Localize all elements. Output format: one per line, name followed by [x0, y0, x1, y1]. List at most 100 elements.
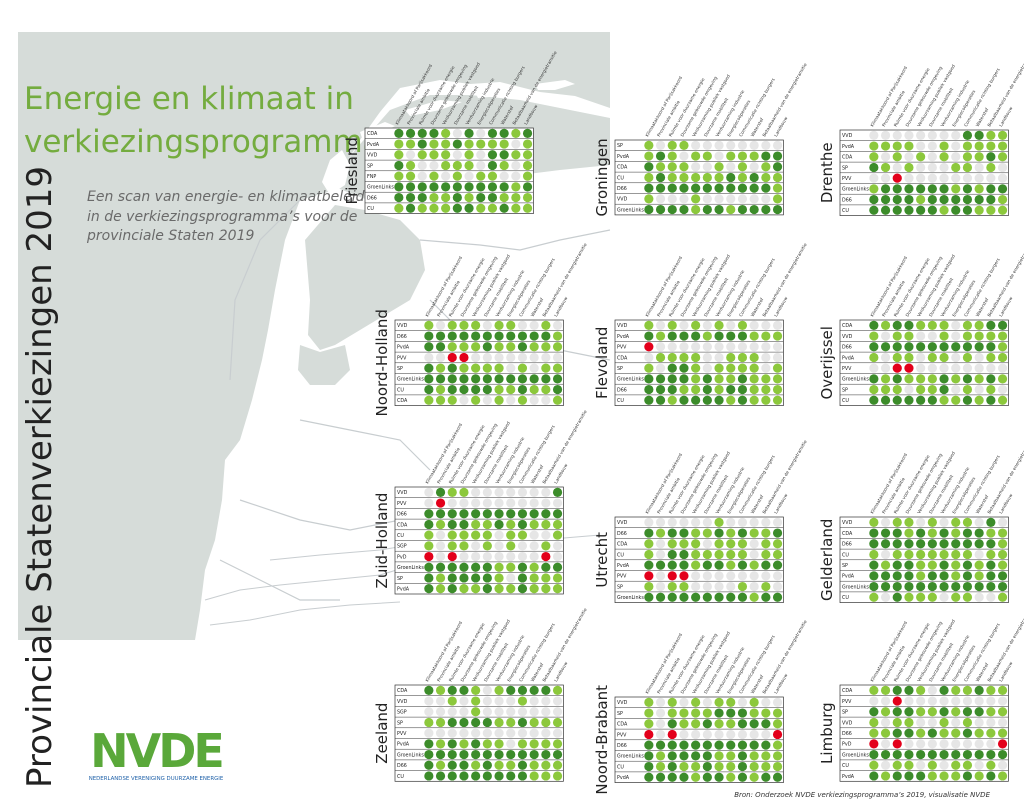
score-dot: [702, 719, 712, 729]
score-dot: [464, 128, 474, 138]
score-dot: [702, 320, 712, 330]
score-dot: [772, 194, 783, 204]
party-label: SP: [842, 165, 848, 171]
score-dot: [939, 395, 949, 405]
score-dot: [916, 539, 926, 549]
score-dot: [679, 331, 689, 341]
party-label: GroenLinks: [397, 565, 424, 571]
score-dot: [726, 162, 736, 172]
score-dot: [916, 549, 926, 560]
score-dot: [986, 760, 996, 770]
score-dot: [435, 749, 446, 760]
score-dot: [772, 560, 783, 570]
score-dot: [986, 205, 996, 215]
party-label: PvdA: [617, 154, 630, 160]
party-label: CDA: [842, 323, 853, 329]
score-dot: [679, 363, 689, 373]
score-dot: [714, 352, 724, 363]
score-dot: [435, 728, 446, 738]
score-dot: [772, 719, 783, 729]
score-dot: [655, 528, 666, 538]
score-dot: [997, 320, 1008, 330]
score-dot: [749, 708, 759, 718]
score-dot: [702, 342, 712, 352]
score-dot: [506, 509, 516, 519]
score-dot: [904, 592, 914, 602]
score-dot: [644, 560, 654, 570]
score-dot: [517, 584, 528, 594]
score-dot: [522, 182, 533, 192]
score-dot: [494, 562, 504, 572]
score-dot: [749, 395, 759, 405]
score-dot: [452, 182, 462, 192]
score-dot: [904, 517, 914, 527]
score-dot: [506, 562, 516, 572]
party-label: CDA: [367, 131, 378, 137]
score-dot: [772, 729, 783, 740]
score-dot: [939, 749, 949, 760]
score-dot: [927, 141, 937, 151]
score-dot: [499, 150, 509, 160]
score-dot: [441, 139, 451, 149]
score-dot: [916, 162, 926, 173]
score-dot: [726, 751, 736, 761]
score-dot: [552, 584, 563, 594]
score-dot: [737, 162, 748, 172]
column-header: Betaalbaarheid van de energietransitie: [511, 50, 558, 126]
score-dot: [435, 760, 446, 770]
party-label: D66: [617, 743, 627, 749]
score-dot: [435, 363, 446, 373]
score-dot: [476, 192, 486, 203]
score-dot: [506, 498, 516, 508]
score-dot: [772, 363, 783, 373]
score-dot: [951, 581, 961, 592]
score-dot: [506, 384, 516, 395]
score-dot: [927, 152, 937, 162]
score-dot: [487, 150, 498, 160]
score-dot: [737, 708, 748, 718]
score-dot: [644, 331, 654, 341]
score-dot: [447, 771, 457, 781]
score-dot: [417, 192, 427, 203]
score-dot: [447, 384, 457, 395]
score-dot: [986, 184, 996, 194]
score-dot: [927, 205, 937, 215]
score-dot: [869, 320, 879, 330]
party-label: CU: [617, 764, 624, 770]
score-dot: [772, 352, 783, 363]
score-dot: [962, 592, 973, 602]
score-dot: [737, 384, 748, 395]
score-dot: [927, 342, 937, 352]
score-dot: [974, 592, 984, 602]
score-dot: [880, 707, 891, 717]
score-dot: [644, 204, 654, 215]
score-dot: [424, 487, 434, 497]
score-dot: [880, 739, 891, 749]
score-dot: [986, 374, 996, 384]
score-dot: [951, 194, 961, 205]
score-dot: [714, 772, 724, 782]
score-dot: [447, 685, 457, 695]
score-dot: [679, 719, 689, 729]
party-label: VVD: [842, 720, 853, 726]
score-dot: [405, 182, 416, 192]
score-dot: [749, 592, 759, 602]
score-dot: [916, 205, 926, 215]
score-dot: [506, 395, 516, 405]
score-dot: [749, 729, 759, 740]
score-dot: [435, 707, 446, 717]
score-dot: [904, 760, 914, 770]
score-dot: [974, 539, 984, 549]
score-dot: [772, 140, 783, 150]
score-dot: [522, 150, 533, 160]
party-label: VVD: [367, 153, 378, 159]
score-dot: [702, 581, 712, 592]
score-dot: [892, 739, 902, 749]
score-dot: [644, 363, 654, 373]
score-dot: [702, 331, 712, 341]
score-dot: [494, 551, 504, 562]
score-dot: [541, 771, 551, 781]
score-dot: [655, 384, 666, 395]
